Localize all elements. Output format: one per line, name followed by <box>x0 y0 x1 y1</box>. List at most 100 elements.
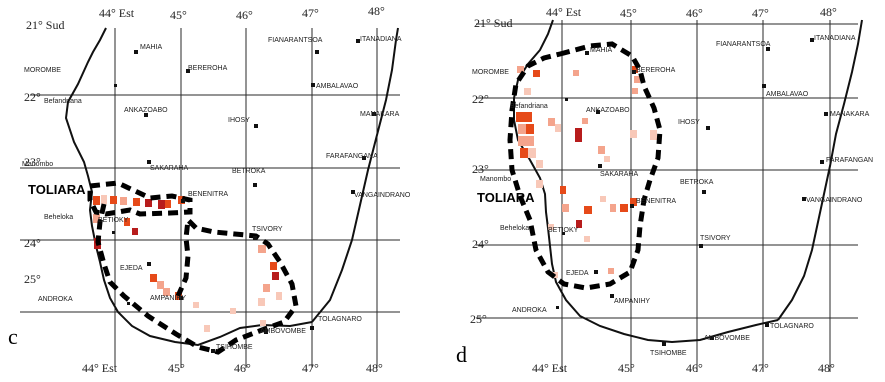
cell <box>620 204 628 212</box>
town-marker <box>762 84 766 88</box>
cell <box>258 245 266 253</box>
town-label: Befandriana <box>44 98 82 105</box>
town-marker <box>662 342 666 346</box>
town-marker <box>699 244 703 248</box>
cell <box>110 196 117 204</box>
town-marker <box>114 84 117 87</box>
town-label: ANKAZOABO <box>124 107 168 114</box>
town-marker <box>556 306 559 309</box>
town-marker <box>310 326 314 330</box>
cell <box>158 200 165 209</box>
coastline-east <box>311 27 399 323</box>
lat-label: 24° <box>472 237 489 251</box>
town-label: VANGAINDRANO <box>806 197 863 204</box>
lon-label: 45° <box>620 6 637 20</box>
lon-ticks-bottom-d: 44° Est 45° 46° 47° 48° <box>532 361 835 375</box>
coastline-west <box>513 19 779 344</box>
town-label: FIANARANTSOA <box>268 37 323 44</box>
town-marker <box>181 199 185 203</box>
town-marker <box>127 302 130 305</box>
cell <box>524 112 532 122</box>
region-label: TOLIARA <box>477 190 535 205</box>
cell <box>575 128 582 142</box>
lat-label: 25° <box>470 312 487 326</box>
cell <box>263 284 270 292</box>
town-label: MOROMBE <box>472 69 509 76</box>
cell <box>276 292 282 300</box>
town-label: SAKARAHA <box>600 171 638 178</box>
town-marker <box>144 113 148 117</box>
cell <box>520 148 528 158</box>
town-label: TOLAGNARO <box>318 316 362 323</box>
cell <box>650 130 657 140</box>
lon-label: 48° <box>368 4 385 18</box>
town-label: ANDROKA <box>512 307 547 314</box>
town-label: Manombo <box>22 161 53 168</box>
town-marker <box>598 164 602 168</box>
lon-label: 48° <box>820 5 837 19</box>
town-label: TSIVORY <box>252 226 283 233</box>
cell <box>93 214 100 223</box>
town-marker <box>810 38 814 42</box>
cell <box>518 136 526 146</box>
town-label: SAKARAHA <box>150 165 188 172</box>
coastline-west <box>64 27 313 347</box>
lon-label: 47° <box>752 361 769 375</box>
town-label: MANAKARA <box>360 111 400 118</box>
cell <box>630 198 637 206</box>
lon-label: 45° <box>170 8 187 22</box>
town-label: MOROMBE <box>24 67 61 74</box>
cell <box>548 224 554 230</box>
town-marker <box>186 69 190 73</box>
cell <box>526 124 534 134</box>
cell <box>193 302 199 308</box>
town-marker <box>179 296 183 300</box>
lat-label: 23° <box>472 162 489 176</box>
lat-label: 21° Sud <box>26 18 64 32</box>
cell <box>548 118 555 126</box>
town-label: AMBALAVAO <box>316 83 359 90</box>
cell <box>524 88 531 95</box>
lon-label: 46° <box>686 361 703 375</box>
cell <box>630 130 637 138</box>
lat-label: 22° <box>24 90 41 104</box>
cell <box>608 268 614 274</box>
cell <box>258 298 265 306</box>
town-label: FARAFANGAN <box>826 157 873 164</box>
town-marker <box>134 50 138 54</box>
cell <box>598 146 605 154</box>
town-label: AMPANIHY <box>150 295 186 302</box>
town-marker <box>710 336 714 340</box>
town-label: ANDROKA <box>38 296 73 303</box>
town-label: AMBOVOMBE <box>260 328 306 335</box>
cell <box>573 70 579 76</box>
town-marker <box>632 70 636 74</box>
town-marker <box>315 50 319 54</box>
town-marker <box>147 160 151 164</box>
town-label: BETIOKY <box>98 217 129 224</box>
town-marker <box>596 110 600 114</box>
town-marker <box>253 236 257 240</box>
cell <box>632 66 638 73</box>
cell <box>555 124 561 132</box>
town-label: EJEDA <box>566 270 589 277</box>
town-label: FARAFANGANA <box>326 153 378 160</box>
town-marker <box>702 190 706 194</box>
cell <box>632 88 638 94</box>
town-label: Befandriana <box>510 103 548 110</box>
lon-ticks-top-d: 44° Est 45° 46° 47° 48° <box>546 5 837 20</box>
lon-label: 47° <box>302 6 319 20</box>
cell <box>518 124 526 134</box>
cell <box>528 148 536 158</box>
cluster-outline-southwest <box>95 203 299 355</box>
town-marker <box>311 83 315 87</box>
town-marker <box>362 156 366 160</box>
town-label: BETIOKY <box>548 227 579 234</box>
town-label: BENENITRA <box>188 191 228 198</box>
town-label: Beheloka <box>44 214 73 221</box>
lon-ticks-top-c: 44° Est 45° 46° 47° 48° <box>99 4 385 22</box>
town-label: ITANADIANA <box>360 36 402 43</box>
cell <box>533 70 540 77</box>
cell <box>204 325 210 332</box>
cell <box>584 236 590 242</box>
